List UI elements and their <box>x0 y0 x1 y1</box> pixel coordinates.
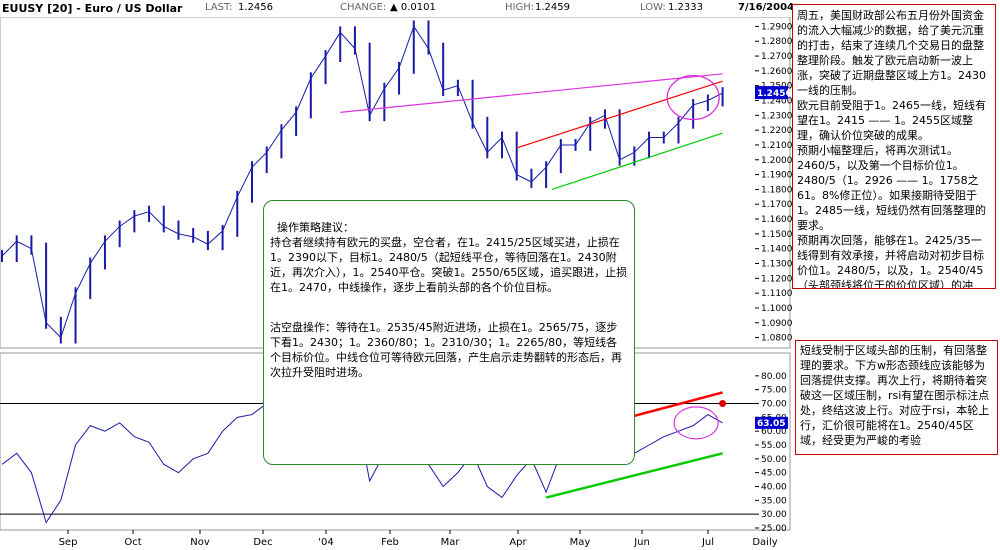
month-label: '04 <box>318 537 333 548</box>
symbol-title: EUUSY [20] - Euro / US Dollar <box>2 2 183 15</box>
price-tick-label: 1.2600 <box>761 67 793 77</box>
low-value: 1.2333 <box>668 2 703 13</box>
price-tick-label: 1.1900 <box>761 171 793 181</box>
price-tick-label: 1.1600 <box>761 215 793 225</box>
price-tick-label: 1.2400 <box>761 97 793 107</box>
rsi-tick-label: 30.00 <box>761 510 787 520</box>
price-tick-label: 1.1200 <box>761 274 793 284</box>
month-label: May <box>570 537 591 548</box>
quote-header: EUUSY [20] - Euro / US Dollar LAST: 1.24… <box>0 0 795 17</box>
price-tick-label: 1.1700 <box>761 200 793 210</box>
strategy-long-text: 操作策略建议： 持仓者继续持有欧元的买盘，空仓者，在1。2415/25区域买进，… <box>270 221 628 294</box>
high-label: HIGH: <box>505 2 535 13</box>
rsi-tick-label: 55.00 <box>761 441 787 451</box>
price-highlight-circle <box>666 74 720 121</box>
rsi-trendline <box>545 452 723 499</box>
quote-date: 7/16/2004 <box>738 2 795 13</box>
month-label: Jun <box>633 537 650 548</box>
price-tick-label: 1.1300 <box>761 260 793 270</box>
change-label: CHANGE: <box>340 2 387 13</box>
last-value: 1.2456 <box>238 2 273 13</box>
price-tick-label: 1.2000 <box>761 156 793 166</box>
price-tick-label: 1.1500 <box>761 230 793 240</box>
low-label: LOW: <box>640 2 666 13</box>
strategy-short-text: 沽空盘操作：等待在1。2535/45附近进场，止损在1。2565/75，逐步下看… <box>270 321 622 379</box>
price-tick-label: 1.2200 <box>761 126 793 136</box>
price-tick-label: 1.0900 <box>761 319 793 329</box>
price-tick-label: 1.1800 <box>761 185 793 195</box>
month-label: Daily <box>752 537 777 548</box>
rsi-last-marker <box>755 416 788 429</box>
price-tick-label: 1.2800 <box>761 37 793 47</box>
month-label: Jul <box>701 537 714 548</box>
month-label: Oct <box>124 537 141 548</box>
price-tick-label: 1.2100 <box>761 141 793 151</box>
change-value: ▲ 0.0101 <box>390 2 436 13</box>
month-label: Sep <box>59 537 78 548</box>
price-tick-label: 1.1400 <box>761 245 793 255</box>
price-trendline <box>551 132 723 190</box>
rsi-highlight-circle <box>673 406 719 440</box>
rsi-tick-label: 60.00 <box>761 427 787 437</box>
price-tick-label: 1.2900 <box>761 22 793 32</box>
price-tick-label: 1.2300 <box>761 111 793 121</box>
rsi-tick-label: 25.00 <box>761 524 787 534</box>
rsi-last-label: 63.05 <box>757 419 785 429</box>
rsi-tick-label: 45.00 <box>761 469 787 479</box>
price-tick-label: 1.2700 <box>761 52 793 62</box>
rsi-note-box: 短线受制于区域头部的压制，有回落整理的要求。下方w形态颈线应该能够为回落提供支撑… <box>795 340 998 455</box>
last-price-label: 1.2456 <box>757 89 792 99</box>
rsi-tick-label: 80.00 <box>761 372 787 382</box>
rsi-tick-label: 75.00 <box>761 386 787 396</box>
analysis-note-box: 周五，美国财政部公布五月份外国资金的流入大幅减少的数据，给了美元沉重的打击，结束… <box>792 4 996 289</box>
price-trendline <box>340 73 723 113</box>
last-price-marker <box>755 86 788 100</box>
last-label: LAST: <box>205 2 233 13</box>
month-label: Dec <box>253 537 272 548</box>
rsi-tick-label: 40.00 <box>761 483 787 493</box>
price-panel: 1.29001.28001.27001.26001.25001.24001.23… <box>0 16 793 349</box>
price-series-line <box>1 25 723 339</box>
price-trendline <box>516 80 723 149</box>
high-value: 1.2459 <box>535 2 570 13</box>
strategy-box: 操作策略建议： 持仓者继续持有欧元的买盘，空仓者，在1。2415/25区域买进，… <box>263 200 635 465</box>
price-tick-label: 1.1000 <box>761 304 793 314</box>
rsi-tick-label: 35.00 <box>761 496 787 506</box>
rsi-tick-label: 70.00 <box>761 400 787 410</box>
rsi-marker-dot <box>719 400 727 407</box>
month-label: Nov <box>190 537 210 548</box>
price-tick-label: 1.0800 <box>761 334 793 344</box>
price-tick-label: 1.1100 <box>761 289 793 299</box>
month-label: Mar <box>441 537 461 548</box>
month-label: Apr <box>509 537 527 548</box>
rsi-tick-label: 50.00 <box>761 455 787 465</box>
month-label: Feb <box>381 537 399 548</box>
